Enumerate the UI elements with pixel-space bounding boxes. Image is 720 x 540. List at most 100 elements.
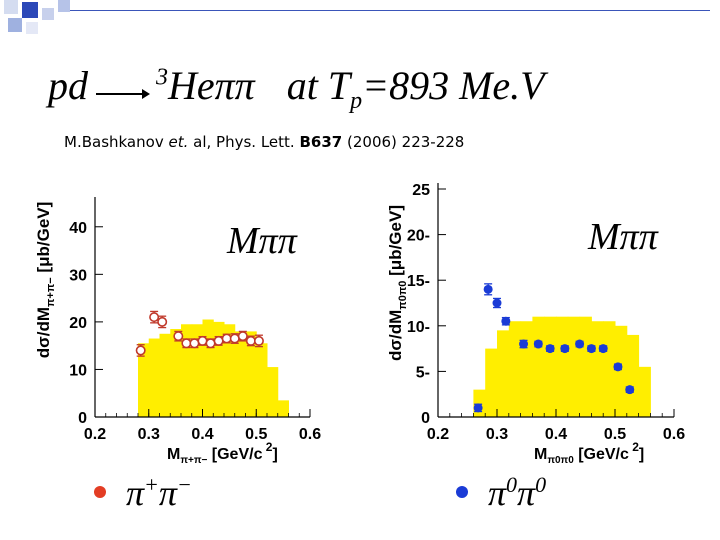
corner-decoration <box>0 0 80 40</box>
data-point <box>473 403 483 413</box>
data-point <box>157 316 168 327</box>
histogram-bar <box>256 343 268 417</box>
y-tick-label: 0 <box>421 410 430 427</box>
title-reactant: pd <box>48 63 88 108</box>
chart-neutral: 0.2 0.3 0.4 0.5 0.6 0 5- 10- 15- 20- 25 Mππ dσ/dMπ0π… <box>386 182 685 466</box>
ref-pages: (2006) 223-228 <box>347 133 465 151</box>
histogram-bar <box>148 338 160 417</box>
y-tick-label: 5- <box>416 364 430 381</box>
data-point <box>237 331 248 342</box>
histogram-bar <box>591 321 604 417</box>
title-condition-sub: p <box>350 88 363 114</box>
x-tick-label: 0.4 <box>191 426 213 443</box>
data-point <box>613 362 623 372</box>
y-axis-label: dσ/dMπ+π− [μb/GeV] <box>34 202 57 359</box>
histogram-bar <box>191 324 203 417</box>
y-tick-label: 40 <box>69 220 87 237</box>
x-tick-label: 0.6 <box>299 426 321 443</box>
histogram-bar <box>544 316 557 417</box>
histogram-bar <box>626 334 640 417</box>
histogram-bar <box>497 330 510 417</box>
data-point <box>625 385 635 395</box>
data-point <box>575 339 585 349</box>
data-point <box>245 335 256 346</box>
x-tick-label: 0.3 <box>138 426 160 443</box>
x-tick-label: 0.6 <box>663 426 685 443</box>
histogram-bar <box>181 324 193 417</box>
histogram-bar <box>567 316 581 417</box>
histogram-bar <box>615 325 628 417</box>
header-rule <box>70 10 710 11</box>
histogram-bar <box>245 331 257 417</box>
data-point <box>205 338 216 349</box>
data-point <box>213 335 224 346</box>
data-point <box>560 344 570 354</box>
x-tick-label: 0.2 <box>84 426 106 443</box>
histogram-bar <box>508 321 522 417</box>
data-point <box>221 333 232 344</box>
histogram-bar <box>213 321 225 417</box>
legend-marker-charged <box>94 486 106 498</box>
histogram-bar <box>603 321 616 417</box>
x-tick-label: 0.5 <box>245 426 267 443</box>
legend-label-charged: π+π− <box>126 472 192 513</box>
histogram-bar <box>579 316 592 417</box>
data-point <box>492 298 502 308</box>
data-point <box>586 344 596 354</box>
histogram-bar <box>485 348 498 417</box>
title-product: Heππ <box>168 63 255 108</box>
data-point <box>545 344 555 354</box>
histogram-bar <box>234 331 246 417</box>
data-point <box>229 333 240 344</box>
data-point <box>135 345 146 356</box>
title-condition: at T <box>286 63 351 108</box>
y-axis-label: dσ/dMπ0π0 [μb/GeV] <box>386 205 409 361</box>
reference-line: M.Bashkanov et. al, Phys. Lett. B637 (20… <box>64 133 464 151</box>
y-tick-label: 20 <box>69 315 87 332</box>
title-energy: =893 Me.V <box>362 63 545 108</box>
data-point <box>197 335 208 346</box>
data-point <box>501 316 511 326</box>
reaction-arrow-icon <box>96 88 150 99</box>
data-point <box>253 335 264 346</box>
histogram-bar <box>473 389 486 417</box>
ref-volume: B637 <box>299 133 343 151</box>
data-point <box>519 339 529 349</box>
x-axis-label: Mπ+π− [GeV/c 2] <box>167 440 278 466</box>
histogram-bar <box>277 400 289 417</box>
x-tick-label: 0.3 <box>486 426 508 443</box>
histogram-bar <box>556 316 569 417</box>
x-axis-label: Mπ0π0 [GeV/c 2] <box>534 440 644 466</box>
histogram-bar <box>520 321 533 417</box>
data-point <box>149 312 160 323</box>
data-point <box>189 338 200 349</box>
x-tick-label: 0.2 <box>427 426 449 443</box>
slide-title: pd 3Heππ at Tp=893 Me.V <box>48 62 545 115</box>
y-tick-label: 10- <box>407 319 430 336</box>
y-tick-label: 10 <box>69 362 87 379</box>
ref-etal: et. <box>168 133 189 151</box>
x-tick-label: 0.5 <box>604 426 626 443</box>
y-tick-label: 30 <box>69 267 87 284</box>
data-point <box>181 338 192 349</box>
legend-label-neutral: π0π0 <box>488 472 547 513</box>
histogram-bar <box>267 367 279 417</box>
histogram-bar <box>159 333 171 417</box>
legend-marker-neutral <box>456 486 468 498</box>
histogram-bar <box>170 329 182 417</box>
y-tick-label: 25 <box>412 182 430 199</box>
data-point <box>483 284 493 294</box>
panel-label: Mππ <box>587 216 659 258</box>
histogram-bar <box>138 343 150 417</box>
y-tick-label: 20- <box>407 228 430 245</box>
histogram-bar <box>224 324 236 417</box>
histogram-bar <box>638 366 651 417</box>
data-point <box>173 331 184 342</box>
panel-label: Mππ <box>226 220 298 262</box>
histogram-bar <box>532 316 545 417</box>
ref-authors: M.Bashkanov <box>64 133 164 151</box>
ref-journal: al, Phys. Lett. <box>193 133 295 151</box>
data-point <box>598 344 608 354</box>
data-point <box>533 339 543 349</box>
